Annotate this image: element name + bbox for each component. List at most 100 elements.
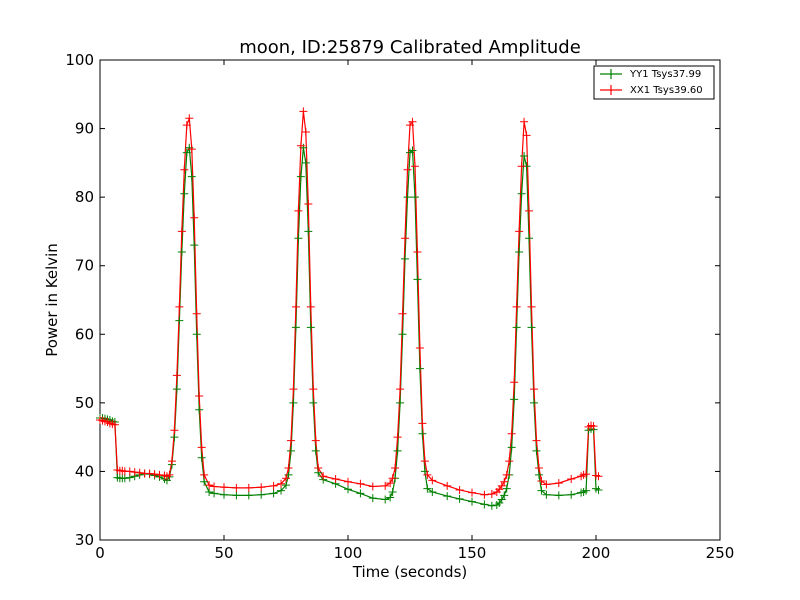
- data-point: [497, 495, 506, 504]
- data-point: [180, 165, 189, 174]
- data-point: [487, 490, 496, 499]
- data-point: [386, 479, 395, 488]
- data-point: [510, 395, 519, 404]
- data-point: [512, 323, 521, 332]
- data-point: [277, 479, 286, 488]
- data-point: [344, 485, 352, 494]
- data-point: [520, 152, 529, 160]
- data-point: [582, 486, 591, 495]
- data-point: [401, 234, 410, 243]
- data-point: [170, 426, 179, 435]
- data-point: [294, 234, 303, 243]
- legend-frame: [593, 65, 715, 100]
- data-point: [277, 486, 286, 495]
- data-point: [299, 107, 308, 116]
- data-point: [192, 330, 201, 339]
- data-point: [515, 227, 524, 236]
- data-point: [205, 481, 214, 490]
- data-point: [517, 189, 526, 198]
- data-point: [200, 470, 209, 479]
- data-point: [515, 248, 524, 256]
- data-point: [403, 193, 412, 202]
- data-point: [177, 227, 186, 236]
- data-point: [487, 501, 496, 510]
- legend-entry-yy1: YY1 Tsys37.99: [629, 69, 701, 80]
- data-point: [527, 323, 536, 332]
- data-point: [190, 241, 199, 250]
- data-point: [130, 468, 139, 477]
- data-point: [282, 481, 290, 490]
- data-point: [344, 477, 352, 486]
- legend: YY1 Tsys37.99 XX1 Tsys39.60: [593, 65, 715, 100]
- data-point: [175, 316, 184, 325]
- data-point: [289, 385, 298, 394]
- data-point: [418, 429, 427, 438]
- data-point: [537, 486, 546, 495]
- legend-entry-xx1: XX1 Tsys39.60: [630, 85, 703, 96]
- data-point: [309, 385, 318, 394]
- data-point: [594, 472, 603, 481]
- data-point: [507, 429, 516, 438]
- data-point: [594, 485, 603, 494]
- data-point: [150, 470, 159, 479]
- data-point: [368, 494, 377, 503]
- data-point: [537, 477, 546, 486]
- data-point: [502, 484, 511, 493]
- data-point: [381, 495, 390, 504]
- data-point: [525, 206, 534, 215]
- data-point: [286, 446, 295, 455]
- data-point: [413, 275, 422, 284]
- axis-ticks: 0 50 100 150 200 250 30 40 50 60 70 80 90 100: [65, 51, 734, 562]
- data-point: [480, 500, 489, 509]
- data-point: [172, 385, 181, 394]
- data-point: [386, 493, 395, 502]
- data-point: [398, 309, 407, 318]
- data-point: [443, 492, 452, 501]
- x-tick-label: 0: [95, 544, 105, 562]
- y-tick-label: 100: [65, 51, 94, 69]
- data-point: [301, 158, 310, 167]
- data-point: [200, 477, 209, 486]
- data-point: [284, 464, 293, 472]
- x-tick-label: 250: [706, 544, 735, 562]
- data-point: [455, 485, 464, 494]
- x-tick-label: 100: [334, 544, 363, 562]
- data-point: [455, 494, 464, 503]
- data-point: [177, 248, 186, 256]
- data-point: [294, 206, 303, 215]
- data-point: [512, 302, 521, 311]
- data-point: [408, 146, 417, 155]
- data-point: [306, 302, 315, 311]
- data-point: [554, 491, 563, 500]
- data-point: [291, 323, 300, 332]
- data-point: [396, 398, 405, 407]
- data-point: [567, 474, 576, 483]
- data-point: [517, 162, 526, 171]
- data-point: [582, 470, 591, 479]
- data-point: [398, 330, 407, 339]
- y-tick-label: 60: [75, 325, 94, 343]
- data-point: [125, 467, 134, 476]
- data-point: [155, 470, 164, 479]
- data-point: [210, 489, 219, 498]
- data-point: [410, 193, 419, 202]
- x-axis-label: Time (seconds): [352, 563, 468, 581]
- data-point: [304, 227, 313, 236]
- data-point: [195, 392, 204, 400]
- data-point: [301, 128, 310, 136]
- y-tick-label: 70: [75, 257, 94, 275]
- data-point: [232, 483, 241, 492]
- data-point: [505, 457, 514, 466]
- data-point: [480, 490, 489, 499]
- y-tick-label: 40: [75, 462, 94, 480]
- data-point: [331, 474, 340, 483]
- data-point: [314, 464, 323, 472]
- data-point: [388, 488, 397, 496]
- data-point: [145, 469, 154, 478]
- data-point: [443, 481, 452, 490]
- data-point: [296, 141, 305, 150]
- data-point: [304, 200, 313, 208]
- x-tick-label: 200: [582, 544, 611, 562]
- data-point: [172, 371, 181, 380]
- data-point: [269, 481, 278, 490]
